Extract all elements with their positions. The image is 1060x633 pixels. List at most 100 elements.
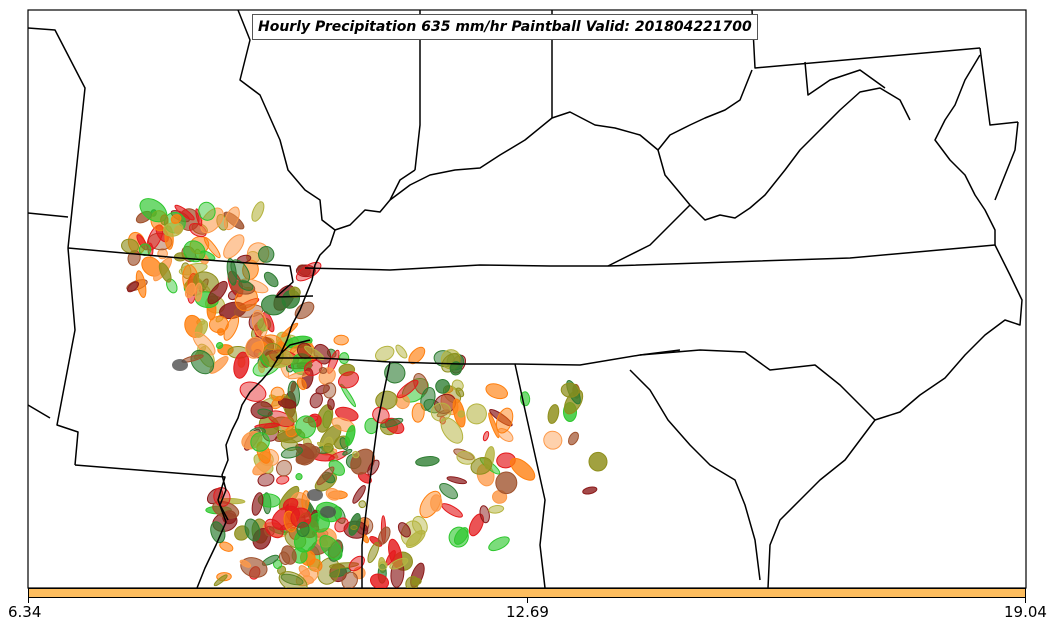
precip-blob [395,344,408,359]
colorbar-label-min: 6.34 [8,603,42,621]
precip-blob [372,406,390,424]
colorbar [28,588,1026,598]
precip-blob [325,487,341,501]
precip-blob [411,402,425,423]
carolina-coast [767,419,876,589]
precip-blob [295,415,317,439]
precip-blob [334,517,349,533]
precip-blob [440,417,464,444]
precip-blob [560,382,580,398]
precip-blob [287,371,311,380]
precip-blob [333,334,349,346]
precip-blob [470,457,493,475]
map-frame [27,9,1027,589]
precip-blob [482,431,490,442]
precip-blob [455,387,465,398]
precip-blob [338,352,350,365]
precip-blob [223,234,245,259]
precip-blob [358,500,367,509]
precipitation-layer [121,198,608,593]
precip-blob [319,534,343,561]
precip-blob [163,222,184,237]
precip-blob [174,204,195,221]
north-carolina-coast [874,244,1023,421]
border-missouri-arkansas [67,247,314,298]
precip-blob [423,398,442,414]
border-alabama-georgia [514,363,546,589]
precip-blob [296,521,310,537]
precip-blob [454,527,469,545]
border-tennessee-south [276,349,681,366]
precip-blob [281,545,297,565]
precip-blob [327,398,335,411]
precip-blob [261,294,286,316]
colorbar-tick-min [28,598,29,603]
precip-blob [316,466,335,486]
precip-blob [200,207,224,234]
precip-blob [219,541,234,552]
precip-blob [485,383,508,400]
virginia-eastern-shore [994,121,1019,201]
precip-blob [303,359,323,377]
precip-blob [207,280,228,305]
precip-blob [338,371,359,389]
precip-blob [479,505,490,524]
precip-blob [568,431,579,446]
colorbar-label-mid: 12.69 [506,603,549,621]
border-illinois-west [237,9,416,231]
precip-blob [184,282,196,299]
precip-blob [352,485,366,504]
precip-blob [582,486,598,495]
precip-blob [466,403,487,425]
precip-blob [276,459,292,477]
precip-blob [213,574,228,587]
precip-blob [378,561,388,571]
border-texas-arkansas [27,404,51,419]
border-arkansas-oklahoma [56,247,79,466]
precip-blob-gray [172,359,188,371]
precip-blob [430,494,443,512]
precip-blob [341,571,358,590]
precip-blob [223,206,240,231]
precip-blob [158,262,172,283]
precip-blob [126,281,140,293]
colorbar-tick-max [1025,598,1026,603]
precip-blob [412,515,428,535]
precip-blob-gray [320,506,336,518]
precip-blob [264,518,284,539]
border-mississippi-alabama [361,361,391,588]
map-title: Hourly Precipitation 635 mm/hr Paintball… [252,14,758,40]
precip-blob [210,521,226,544]
precip-blob [497,428,514,442]
precip-blob [304,345,325,361]
precip-blob [345,424,356,447]
precip-blob [198,201,216,221]
precip-blob [263,271,279,288]
chesapeake-coast [934,54,996,245]
precip-blob [415,456,440,467]
precip-blob [160,214,169,226]
precip-blob [309,392,323,409]
precip-blob [257,472,275,487]
precip-blob-gray [307,489,323,501]
precip-blob [270,386,285,401]
precip-blob [250,401,273,420]
precip-blob [194,320,209,338]
precip-blob [446,476,468,485]
precip-blob [194,282,203,302]
precip-blob [397,522,411,538]
border-mississippi-state [275,339,311,359]
precip-blob [251,492,264,516]
precip-blob [233,351,250,379]
precip-blob [250,432,270,452]
precip-blob [380,417,404,428]
colorbar-tick-mid [527,598,528,603]
border-georgia-carolina [629,369,761,581]
precip-blob [547,404,560,424]
precip-blob [435,378,451,394]
precip-blob [509,457,536,481]
precip-blob [457,410,466,418]
precip-blob [238,280,254,291]
precip-blob [257,408,273,417]
